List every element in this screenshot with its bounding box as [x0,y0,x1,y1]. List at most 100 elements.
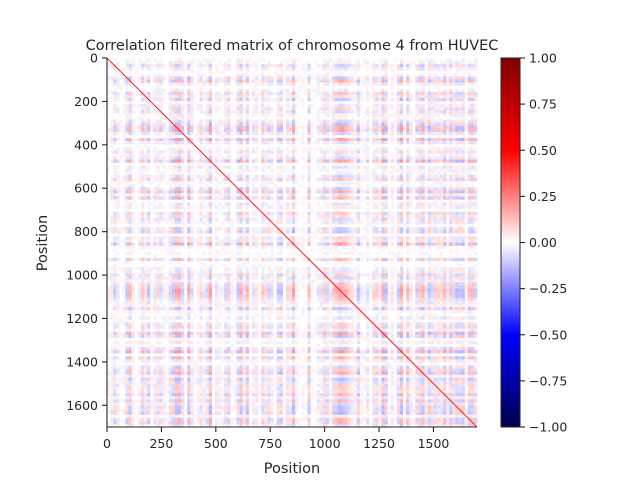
heatmap-cell [196,58,200,62]
heatmap-cell [356,202,361,206]
heatmap-cell [264,88,268,93]
heatmap-cell [295,91,299,96]
heatmap-cell [436,128,441,133]
heatmap-cell [159,205,163,209]
heatmap-cell [159,137,163,142]
heatmap-cell [467,64,472,68]
heatmap-cell [399,128,404,133]
heatmap-cell [440,190,444,194]
heatmap-cell [427,187,432,191]
heatmap-cell [292,76,296,80]
heatmap-cell [181,199,185,203]
heatmap-cell [128,159,132,163]
heatmap-cell [356,119,361,123]
heatmap-cell [159,174,163,179]
heatmap-cell [153,236,157,240]
heatmap-cell [338,58,342,62]
heatmap-cell [245,110,250,114]
heatmap-cell [353,233,358,237]
heatmap-cell [227,196,231,200]
heatmap-cell [125,58,129,62]
heatmap-cell [399,67,404,71]
heatmap-cell [116,171,120,176]
heatmap-cell [276,79,280,83]
heatmap-cell [393,128,398,133]
heatmap-cell [369,174,373,179]
heatmap-cell [267,227,271,231]
heatmap-cell [202,137,206,142]
heatmap-cell [322,190,327,194]
heatmap-cell [412,61,416,65]
heatmap-cell [230,122,234,126]
heatmap-cell [153,156,157,160]
heatmap-cell [202,202,206,206]
heatmap-cell [347,187,351,191]
heatmap-cell [264,79,268,83]
heatmap-cell [409,230,413,234]
heatmap-cell [338,70,342,74]
heatmap-cell [427,79,432,83]
heatmap-cell [122,196,126,200]
heatmap-cell [344,153,348,157]
heatmap-cell [399,168,404,173]
heatmap-cell [292,224,296,228]
heatmap-cell [362,61,367,65]
heatmap-cell [137,156,142,160]
heatmap-cell [325,107,330,111]
heatmap-cell [467,230,472,234]
heatmap-cell [415,239,419,243]
heatmap-cell [208,58,213,62]
heatmap-cell [196,248,200,253]
heatmap-cell [227,227,231,231]
heatmap-cell [168,153,173,157]
heatmap-cell [187,94,191,99]
heatmap-cell [322,159,327,163]
heatmap-cell [131,125,136,130]
heatmap-cell [211,125,216,130]
heatmap-cell [433,125,438,130]
heatmap-cell [301,248,305,253]
heatmap-cell [140,168,145,173]
heatmap-cell [128,107,132,111]
heatmap-cell [122,174,126,179]
heatmap-cell [177,174,182,179]
heatmap-cell [276,239,280,243]
heatmap-cell [288,187,293,191]
heatmap-cell [107,165,111,170]
heatmap-cell [307,97,311,102]
heatmap-cell [378,236,382,240]
heatmap-cell [338,181,342,185]
heatmap-cell [418,82,422,86]
heatmap-cell [119,76,123,80]
heatmap-cell [350,122,354,126]
heatmap-cell [421,242,425,246]
heatmap-cell [255,82,259,86]
heatmap-cell [436,177,441,182]
heatmap-cell [162,196,166,200]
heatmap-cell [319,208,324,213]
heatmap-cell [313,220,317,225]
heatmap-cell [171,220,176,225]
heatmap-cell [147,236,151,240]
heatmap-cell [128,70,132,74]
heatmap-cell [421,128,425,133]
heatmap-cell [443,171,447,176]
heatmap-cell [415,94,419,99]
heatmap-cell [184,211,188,216]
heatmap-cell [341,67,345,71]
heatmap-cell [341,91,345,96]
heatmap-cell [168,193,173,197]
heatmap-cell [227,58,231,62]
heatmap-cell [421,202,425,206]
heatmap-cell [335,79,339,83]
heatmap-cell [285,88,290,93]
heatmap-cell [332,116,336,120]
heatmap-cell [285,220,290,225]
heatmap-cell [276,110,280,114]
heatmap-cell [261,177,265,182]
heatmap-cell [446,202,450,206]
heatmap-cell [202,150,206,154]
heatmap-cell [350,181,354,185]
heatmap-cell [390,85,395,90]
